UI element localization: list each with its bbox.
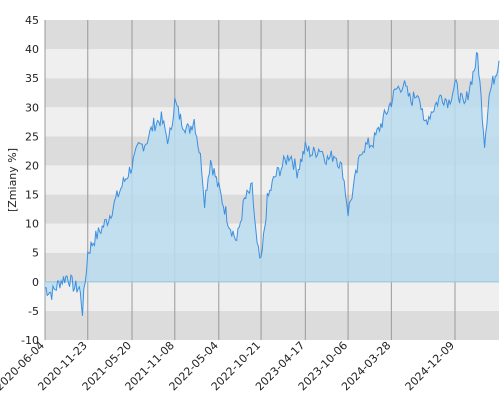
plot-band — [45, 281, 499, 311]
y-tick-label: 25 — [25, 130, 39, 143]
x-tick-label: 2024-12-09 — [403, 339, 457, 393]
plot-band — [45, 78, 499, 108]
y-axis-label: [Zmiany %] — [6, 148, 19, 212]
y-axis-ticks: -10 -5 0 5 10 15 20 25 30 35 40 45 — [21, 14, 39, 347]
y-tick-label: 30 — [25, 101, 39, 114]
series-line — [44, 51, 500, 316]
y-tick-label: 40 — [25, 43, 39, 56]
y-tick-label: -5 — [28, 305, 39, 318]
y-tick-label: 0 — [32, 276, 39, 289]
plot-band — [45, 20, 499, 50]
y-tick-label: 45 — [25, 14, 39, 27]
y-tick-label: -10 — [21, 334, 39, 347]
plot-band — [45, 310, 499, 340]
x-axis-ticks: 2020-06-042020-11-232021-05-202021-11-08… — [0, 339, 457, 393]
plot-band — [45, 49, 499, 79]
y-tick-label: 35 — [25, 72, 39, 85]
y-tick-label: 10 — [25, 218, 39, 231]
y-tick-label: 5 — [32, 247, 39, 260]
y-tick-label: 20 — [25, 159, 39, 172]
y-tick-label: 15 — [25, 189, 39, 202]
